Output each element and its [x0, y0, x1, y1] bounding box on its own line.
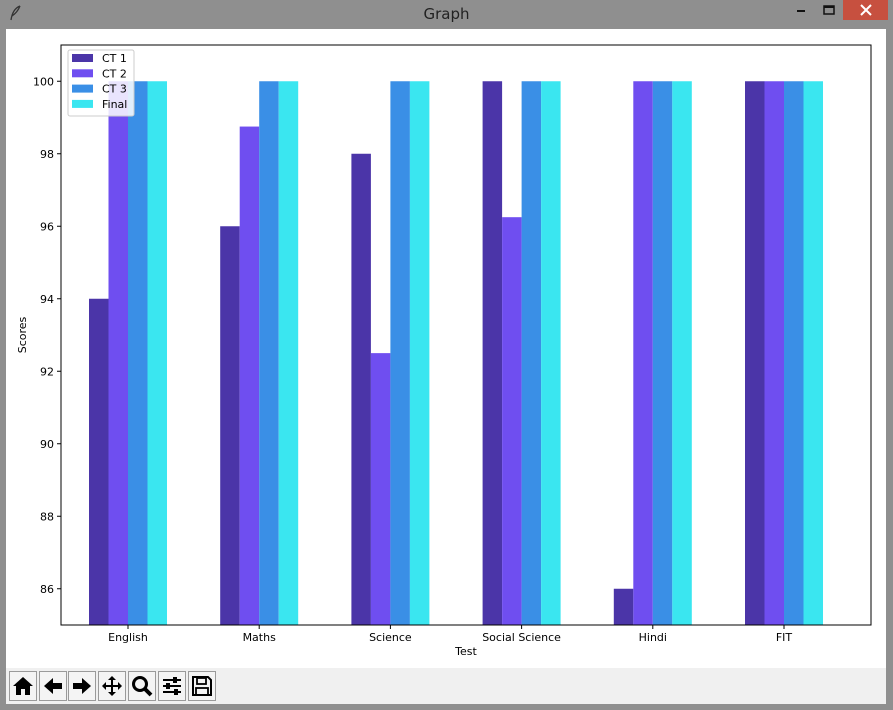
y-tick-label: 90 [40, 438, 54, 451]
save-icon [192, 676, 212, 696]
bar-final-social-science [541, 81, 561, 625]
y-tick-label: 94 [40, 293, 54, 306]
y-axis-label: Scores [16, 316, 29, 353]
home-button[interactable] [9, 671, 37, 701]
legend-swatch [72, 99, 93, 108]
legend-label: CT 2 [102, 67, 127, 80]
zoom-icon [132, 676, 153, 697]
forward-button[interactable] [68, 671, 96, 701]
maximize-icon [823, 5, 835, 15]
legend-label: Final [102, 98, 127, 111]
title-bar: Graph [0, 0, 893, 28]
bar-ct-3-maths [259, 81, 279, 625]
bar-ct-2-english [108, 81, 128, 625]
y-tick-label: 86 [40, 583, 54, 596]
legend: CT 1 CT 2 CT 3 Final [67, 49, 135, 117]
bar-ct-3-fit [784, 81, 804, 625]
window-title: Graph [423, 5, 470, 23]
y-tick-label: 96 [40, 220, 54, 233]
legend-label: CT 3 [102, 83, 127, 96]
minimize-icon [797, 10, 805, 12]
x-axis: English Maths Science Social Science Hindi FI… [108, 625, 792, 644]
feather-icon [10, 5, 21, 21]
y-axis: 86 88 90 92 94 96 98 100 [33, 75, 61, 596]
configure-subplots-button[interactable] [158, 671, 186, 701]
pan-button[interactable] [98, 671, 126, 701]
x-tick-label: Social Science [482, 631, 561, 644]
legend-swatch [72, 84, 93, 93]
configure-subplots-icon [163, 677, 181, 695]
close-icon [859, 4, 872, 16]
back-button[interactable] [39, 671, 67, 701]
navigation-toolbar [6, 668, 886, 704]
bar-ct-1-english [89, 298, 109, 625]
bar-ct-1-hindi [613, 588, 634, 625]
bar-ct-2-hindi [633, 81, 653, 625]
x-tick-label: FIT [776, 631, 793, 644]
figure-canvas: 86 88 90 92 94 96 98 100 English Maths Science Soc… [6, 29, 886, 704]
bar-ct-1-social-science [482, 81, 503, 625]
minimize-button[interactable] [789, 0, 815, 20]
pan-icon [102, 676, 122, 696]
bar-ct-1-maths [220, 226, 240, 625]
legend-box [67, 49, 135, 117]
save-button[interactable] [188, 671, 216, 701]
bar-ct-1-fit [745, 81, 765, 625]
bar-ct-2-science [370, 353, 391, 626]
bar-ct-1-science [351, 153, 371, 625]
bars-group [89, 81, 823, 626]
x-tick-label: Hindi [639, 631, 667, 644]
x-axis-label: Test [454, 645, 477, 658]
bar-chart: 86 88 90 92 94 96 98 100 English Maths Science Soc… [16, 44, 872, 658]
bar-ct-3-social-science [521, 81, 542, 625]
x-tick-label: English [108, 631, 148, 644]
bar-final-english [147, 81, 167, 625]
home-icon [13, 677, 33, 695]
zoom-button[interactable] [128, 671, 156, 701]
bar-final-maths [278, 81, 299, 625]
bar-final-science [409, 81, 430, 625]
y-tick-label: 88 [40, 510, 54, 523]
bar-ct-2-maths [239, 126, 260, 625]
close-button[interactable] [843, 0, 888, 20]
bar-ct-3-hindi [652, 81, 673, 625]
y-tick-label: 100 [33, 75, 54, 88]
legend-label: CT 1 [102, 52, 127, 65]
legend-swatch [72, 69, 93, 78]
x-tick-label: Maths [243, 631, 277, 644]
bar-ct-3-english [128, 81, 148, 625]
plot-frame [60, 44, 872, 626]
y-tick-label: 98 [40, 148, 54, 161]
bar-final-fit [803, 81, 823, 625]
x-tick-label: Science [369, 631, 412, 644]
legend-swatch [72, 54, 93, 62]
back-arrow-icon [44, 678, 62, 694]
maximize-button[interactable] [815, 0, 843, 20]
bar-ct-2-social-science [502, 217, 522, 625]
bar-final-hindi [672, 81, 692, 625]
bar-ct-2-fit [764, 81, 784, 625]
bar-ct-3-science [390, 81, 410, 625]
y-tick-label: 92 [40, 365, 54, 378]
forward-arrow-icon [73, 678, 91, 694]
